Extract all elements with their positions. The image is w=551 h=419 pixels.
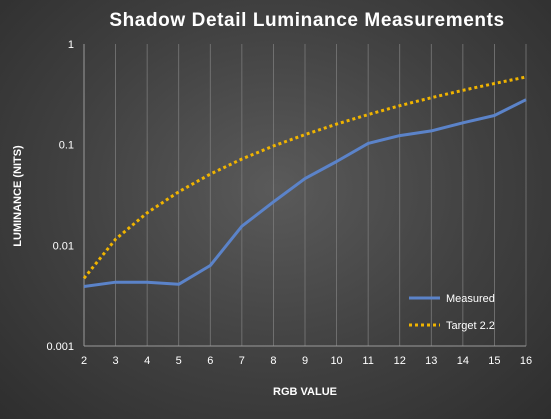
x-tick-label: 7: [239, 355, 245, 367]
x-tick-label: 14: [457, 355, 469, 367]
y-tick-label: 0.1: [59, 140, 74, 152]
x-tick-label: 10: [330, 355, 342, 367]
x-tick-label: 11: [362, 355, 373, 367]
x-tick-label: 6: [207, 355, 213, 367]
x-tick-label: 13: [425, 355, 437, 367]
chart-title: Shadow Detail Luminance Measurements: [109, 10, 504, 31]
y-tick-label: 0.001: [46, 341, 74, 353]
x-axis-label: RGB VALUE: [273, 386, 337, 398]
x-tick-label: 3: [113, 355, 119, 367]
x-tick-label: 15: [488, 355, 500, 367]
y-axis-label: LUMINANCE (NITS): [12, 145, 24, 247]
y-tick-label: 0.01: [53, 240, 74, 252]
series-group: [82, 75, 527, 288]
x-tick-label: 9: [302, 355, 308, 367]
x-tick-label: 2: [81, 355, 87, 367]
y-tick-label: 1: [68, 39, 74, 51]
x-tick-label: 12: [394, 355, 406, 367]
legend: Measured Target 2.2: [409, 293, 495, 332]
series-line-measured: [83, 98, 527, 288]
series-line-target-2-2: [82, 75, 527, 280]
x-tick-label: 16: [520, 355, 532, 367]
legend-label-measured: Measured: [446, 293, 495, 305]
x-tick-label: 5: [176, 355, 182, 367]
x-axis-ticks: 2 3 4 5 6 7 8 9 10 11 12 13 14 15 16: [81, 355, 532, 367]
grid-lines: [83, 44, 527, 347]
y-axis-ticks: 1 0.1 0.01 0.001: [46, 39, 74, 353]
x-tick-label: 8: [270, 355, 276, 367]
legend-label-target-2-2: Target 2.2: [446, 320, 495, 332]
x-tick-label: 4: [144, 355, 150, 367]
